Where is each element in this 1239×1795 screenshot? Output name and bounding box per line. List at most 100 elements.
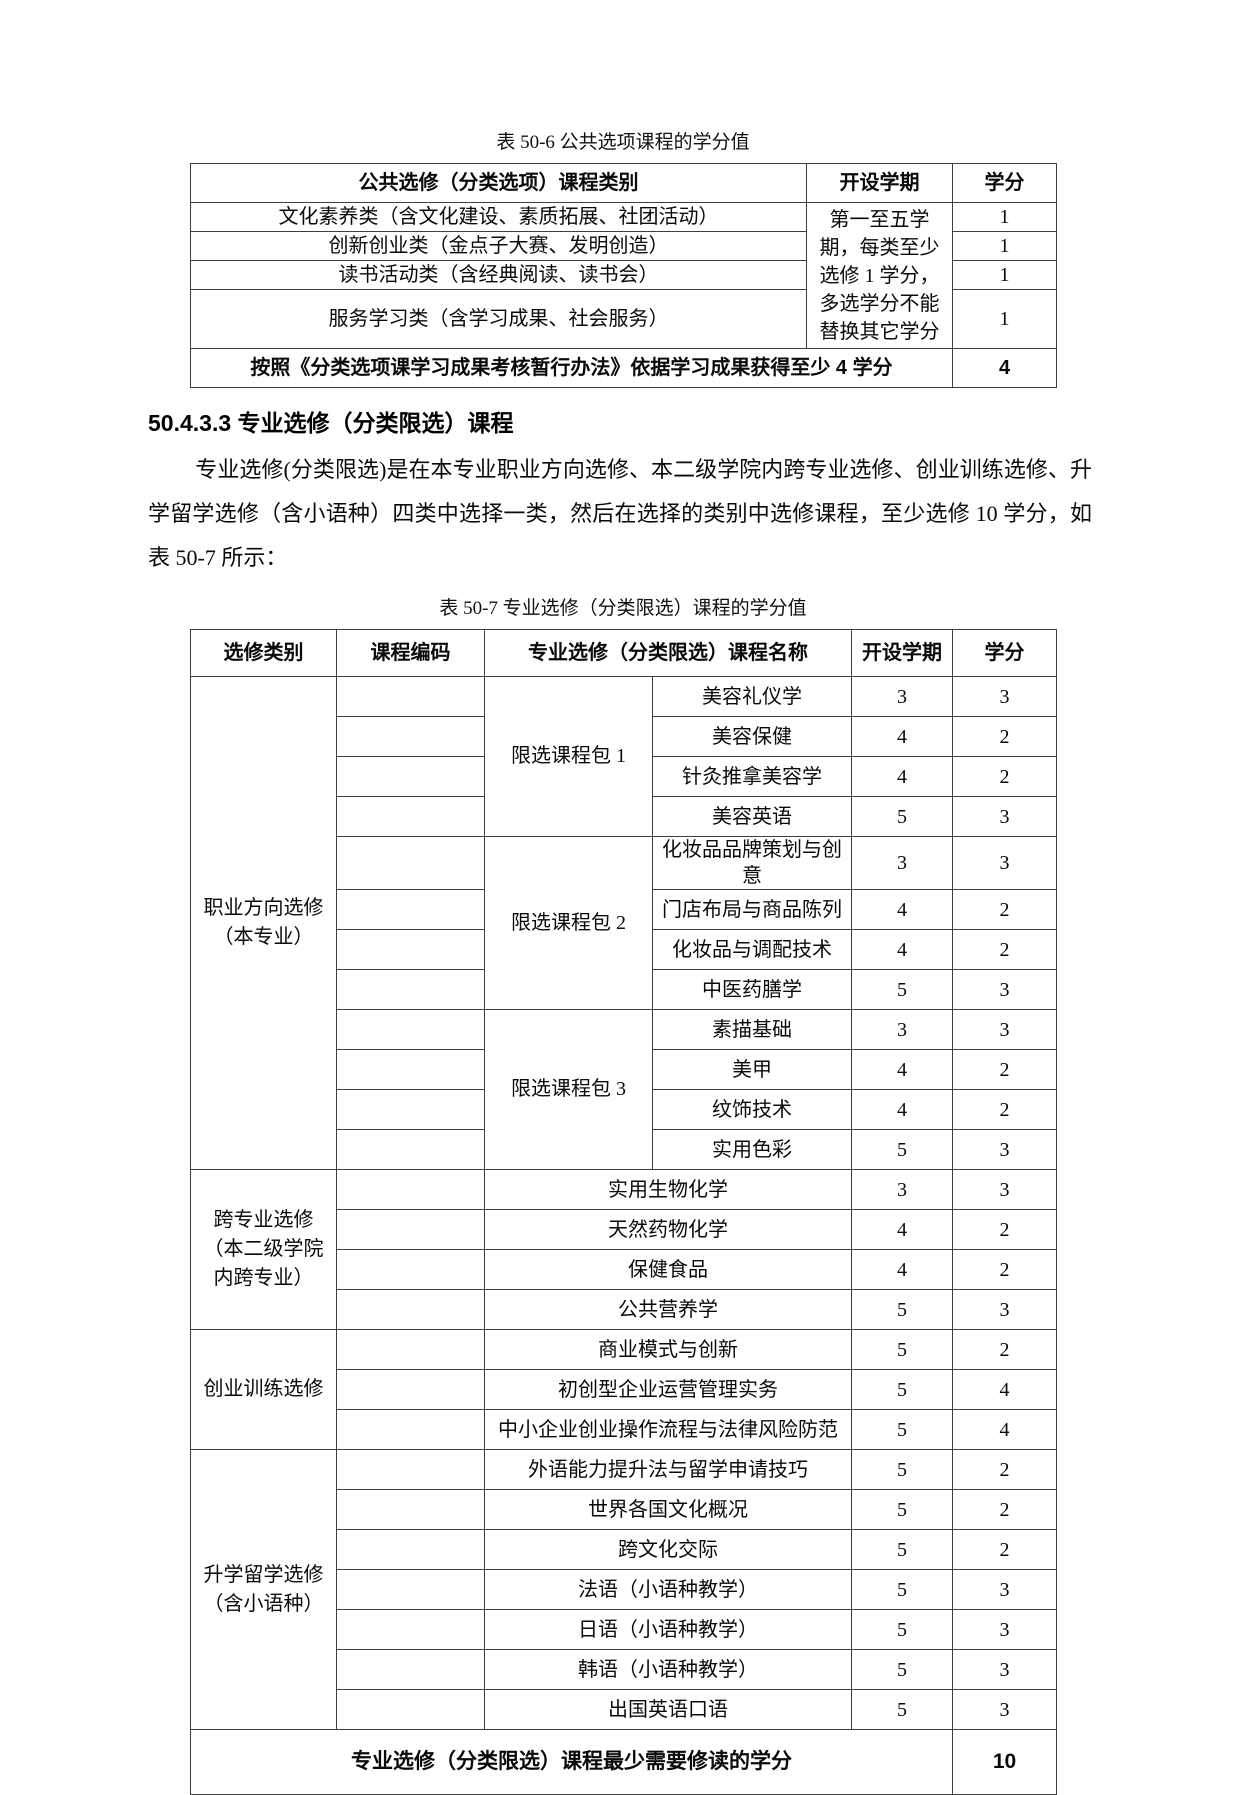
table2-footer-label: 专业选修（分类限选）课程最少需要修读的学分 <box>190 1729 953 1795</box>
semester-cell: 5 <box>851 1449 953 1490</box>
table-row: 公共选修（分类选项）课程类别 开设学期 学分 <box>190 163 1057 203</box>
semester-cell: 5 <box>851 1569 953 1610</box>
table-header-row: 选修类别 课程编码 专业选修（分类限选）课程名称 开设学期 学分 <box>190 629 1057 677</box>
course-name-cell: 外语能力提升法与留学申请技巧 <box>484 1449 852 1490</box>
category-cell: 创业训练选修 <box>190 1329 337 1450</box>
course-name-cell: 天然药物化学 <box>484 1209 852 1250</box>
table-row: 美容保健 4 2 <box>191 716 1057 757</box>
credit-cell: 2 <box>952 1089 1057 1130</box>
section-block: 50.4.3.3 专业选修（分类限选）课程 专业选修(分类限选)是在本专业职业方… <box>148 408 1092 580</box>
course-name-cell: 化妆品与调配技术 <box>652 929 852 970</box>
table-row: 升学留学选修（含小语种） 外语能力提升法与留学申请技巧 5 2 <box>190 1449 1057 1730</box>
category-cell: 升学留学选修（含小语种） <box>190 1449 337 1730</box>
course-code-cell <box>336 929 485 970</box>
semester-cell: 4 <box>851 756 953 797</box>
course-name-cell: 韩语（小语种教学） <box>484 1649 852 1690</box>
credit-cell: 3 <box>952 1649 1057 1690</box>
course-name-cell: 门店布局与商品陈列 <box>652 889 852 930</box>
credit-cell: 3 <box>952 836 1057 890</box>
credit-cell: 1 <box>952 260 1057 290</box>
category-cell: 职业方向选修（本专业） <box>190 676 337 1170</box>
table1-footer-label: 按照《分类选项课学习成果考核暂行办法》依据学习成果获得至少 4 学分 <box>190 348 953 388</box>
course-name-cell: 公共营养学 <box>484 1289 852 1330</box>
table-50-6-block: 表 50-6 公共选项课程的学分值 公共选修（分类选项）课程类别 开设学期 学分… <box>190 132 1057 388</box>
course-name-cell: 商业模式与创新 <box>484 1329 852 1370</box>
semester-cell: 5 <box>851 1369 953 1410</box>
document-page: { "table1": { "title": "表 50-6 公共选项课程的学分… <box>148 132 1092 1795</box>
credit-cell: 2 <box>952 1049 1057 1090</box>
course-code-cell <box>336 1489 485 1530</box>
table-footer-row: 按照《分类选项课学习成果考核暂行办法》依据学习成果获得至少 4 学分 4 <box>190 348 1057 388</box>
course-code-cell <box>336 1249 485 1290</box>
course-name-cell: 实用色彩 <box>652 1129 852 1170</box>
credit-cell: 3 <box>952 676 1057 717</box>
semester-cell: 4 <box>851 889 953 930</box>
table-50-7-block: 表 50-7 专业选修（分类限选）课程的学分值 选修类别 课程编码 专业选修（分… <box>190 598 1057 1795</box>
course-name-cell: 出国英语口语 <box>484 1689 852 1730</box>
semester-cell: 4 <box>851 929 953 970</box>
credit-cell: 3 <box>952 1129 1057 1170</box>
credit-cell: 3 <box>952 1289 1057 1330</box>
semester-cell: 3 <box>851 676 953 717</box>
course-name-cell: 美容礼仪学 <box>652 676 852 717</box>
semester-cell: 4 <box>851 1049 953 1090</box>
table-row: 实用色彩 5 3 <box>191 1129 1057 1170</box>
table2-footer-credit: 10 <box>952 1729 1057 1795</box>
credit-cell: 2 <box>952 756 1057 797</box>
credit-cell: 2 <box>952 1489 1057 1530</box>
credit-cell: 3 <box>952 1569 1057 1610</box>
semester-cell: 5 <box>851 1689 953 1730</box>
column-header-course-name: 专业选修（分类限选）课程名称 <box>484 629 852 677</box>
credit-cell: 2 <box>952 929 1057 970</box>
course-name-cell: 纹饰技术 <box>652 1089 852 1130</box>
course-name-cell: 针灸推拿美容学 <box>652 756 852 797</box>
credit-cell: 3 <box>952 1689 1057 1730</box>
table-50-7: 选修类别 课程编码 专业选修（分类限选）课程名称 开设学期 学分 职业方向选修（… <box>190 629 1057 1795</box>
table-row: 跨文化交际 5 2 <box>191 1529 1057 1570</box>
category-cell: 服务学习类（含学习成果、社会服务） <box>190 289 807 349</box>
course-code-cell <box>336 1329 485 1370</box>
package-cell: 限选课程包 3 <box>484 1009 653 1170</box>
course-code-cell <box>336 1609 485 1650</box>
course-code-cell <box>336 1089 485 1130</box>
credit-cell: 4 <box>952 1369 1057 1410</box>
course-name-cell: 中医药膳学 <box>652 969 852 1010</box>
table-row: 美容英语 5 3 <box>191 796 1057 837</box>
course-code-cell <box>336 796 485 837</box>
course-name-cell: 保健食品 <box>484 1249 852 1290</box>
course-name-cell: 美容英语 <box>652 796 852 837</box>
semester-cell: 5 <box>851 969 953 1010</box>
credit-cell: 1 <box>952 289 1057 349</box>
course-code-cell <box>336 969 485 1010</box>
course-code-cell <box>336 836 485 890</box>
semester-cell: 5 <box>851 1129 953 1170</box>
table-row: 保健食品 4 2 <box>191 1249 1057 1290</box>
table-row: 服务学习类（含学习成果、社会服务） 1 <box>190 289 1057 349</box>
credit-cell: 3 <box>952 796 1057 837</box>
credit-cell: 3 <box>952 1609 1057 1650</box>
course-code-cell <box>336 1649 485 1690</box>
course-name-cell: 世界各国文化概况 <box>484 1489 852 1530</box>
category-cell: 读书活动类（含经典阅读、读书会） <box>190 260 807 290</box>
semester-cell: 5 <box>851 1529 953 1570</box>
table-row: 创新创业类（金点子大赛、发明创造） 1 <box>190 231 1057 261</box>
course-code-cell <box>336 1169 485 1210</box>
column-header-course-code: 课程编码 <box>336 629 485 677</box>
course-name-cell: 化妆品品牌策划与创意 <box>652 836 852 890</box>
credit-cell: 1 <box>952 231 1057 261</box>
table-row: 文化素养类（含文化建设、素质拓展、社团活动） 第一至五学期，每类至少选修 1 学… <box>190 202 1057 349</box>
credit-cell: 3 <box>952 1169 1057 1210</box>
table-footer-row: 专业选修（分类限选）课程最少需要修读的学分 10 <box>190 1729 1057 1795</box>
credit-cell: 1 <box>952 202 1057 232</box>
package-cell: 限选课程包 1 <box>484 676 653 837</box>
column-header-credit: 学分 <box>952 163 1057 203</box>
semester-cell: 4 <box>851 1089 953 1130</box>
table-row: 纹饰技术 4 2 <box>191 1089 1057 1130</box>
table-row: 跨专业选修（本二级学院内跨专业） 实用生物化学 3 3 <box>190 1169 1057 1330</box>
semester-cell: 5 <box>851 1489 953 1530</box>
course-name-cell: 美容保健 <box>652 716 852 757</box>
semester-note-cell: 第一至五学期，每类至少选修 1 学分，多选学分不能替换其它学分 <box>806 202 953 349</box>
course-code-cell <box>336 1289 485 1330</box>
course-name-cell: 素描基础 <box>652 1009 852 1050</box>
